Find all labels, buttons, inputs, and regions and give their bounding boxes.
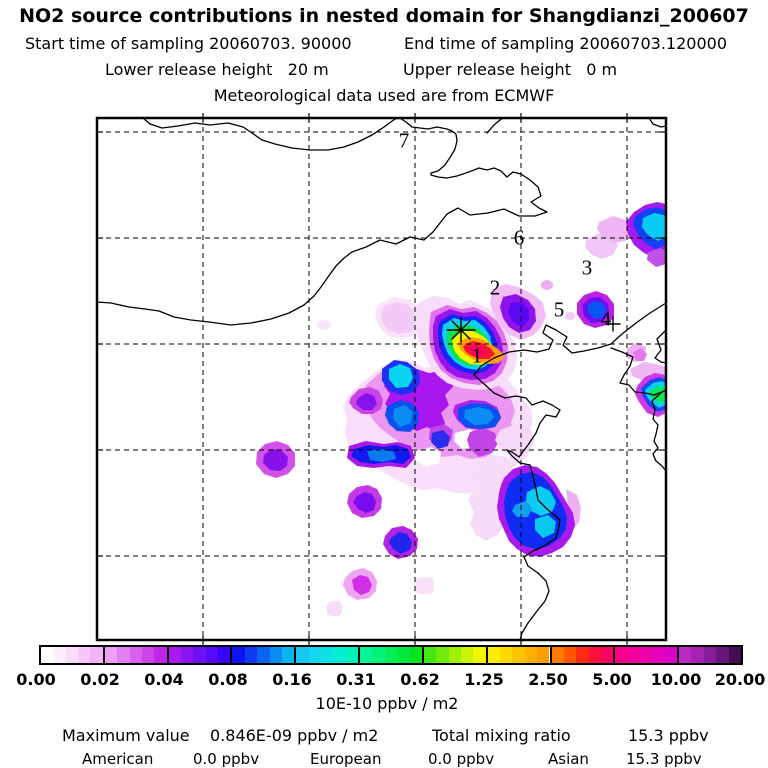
map-border: [95, 116, 668, 642]
colorbar-segment: [41, 647, 103, 663]
region-american-value: 0.0 ppbv: [193, 750, 260, 768]
colorbar-tick: 20.00: [714, 670, 766, 689]
station-label-2: 2: [489, 275, 501, 300]
colorbar-segment: [549, 647, 614, 663]
colorbar-segment: [166, 647, 231, 663]
colorbar-segment: [230, 647, 295, 663]
colorbar: [39, 645, 743, 665]
station-label-4: 4: [600, 306, 612, 331]
max-value: 0.846E-09 ppbv / m2: [210, 726, 379, 745]
colorbar-segment: [102, 647, 167, 663]
region-european-value: 0.0 ppbv: [428, 750, 495, 768]
colorbar-segment: [294, 647, 359, 663]
meteorology-label: Meteorological data used are from ECMWF: [213, 86, 555, 105]
colorbar-unit-label: 10E-10 ppbv / m2: [315, 694, 459, 713]
colorbar-segment: [485, 647, 550, 663]
max-value-label: Maximum value: [62, 726, 190, 745]
colorbar-tick: 0.02: [80, 670, 120, 689]
station-label-7: 7: [398, 128, 410, 153]
colorbar-tick: 2.50: [528, 670, 568, 689]
station-label-1: 1: [471, 343, 483, 368]
station-label-6: 6: [513, 225, 525, 250]
station-label-3: 3: [581, 255, 593, 280]
receptor-star-marker: [446, 317, 476, 343]
colorbar-tick: 0.04: [144, 670, 184, 689]
station-label-5: 5: [553, 297, 565, 322]
region-european-label: European: [310, 750, 382, 768]
lower-release-label: Lower release height 20 m: [105, 60, 329, 79]
latlon-grid: [97, 118, 666, 640]
colorbar-tick: 10.00: [650, 670, 702, 689]
page-title: NO2 source contributions in nested domai…: [19, 5, 749, 27]
colorbar-tick: 5.00: [592, 670, 632, 689]
map-ticks: [97, 113, 666, 645]
colorbar-segment: [677, 647, 741, 663]
mixing-ratio-value: 15.3 ppbv: [628, 726, 709, 745]
region-asian-label: Asian: [548, 750, 589, 768]
plume-layer: [256, 202, 666, 616]
colorbar-tick: 0.31: [336, 670, 376, 689]
colorbar-segment: [421, 647, 486, 663]
mixing-ratio-label: Total mixing ratio: [432, 726, 571, 745]
colorbar-tick: 0.08: [208, 670, 248, 689]
colorbar-tick: 0.62: [400, 670, 440, 689]
colorbar-segment: [613, 647, 678, 663]
station-plus-marker: [605, 316, 621, 332]
colorbar-tick: 0.00: [16, 670, 56, 689]
colorbar-segment: [358, 647, 422, 663]
end-time-label: End time of sampling 20060703.120000: [404, 34, 727, 53]
start-time-label: Start time of sampling 20060703. 90000: [25, 34, 352, 53]
colorbar-tick: 1.25: [464, 670, 504, 689]
region-asian-value: 15.3 ppbv: [626, 750, 702, 768]
colorbar-tick: 0.16: [272, 670, 312, 689]
region-american-label: American: [82, 750, 154, 768]
upper-release-label: Upper release height 0 m: [403, 60, 618, 79]
